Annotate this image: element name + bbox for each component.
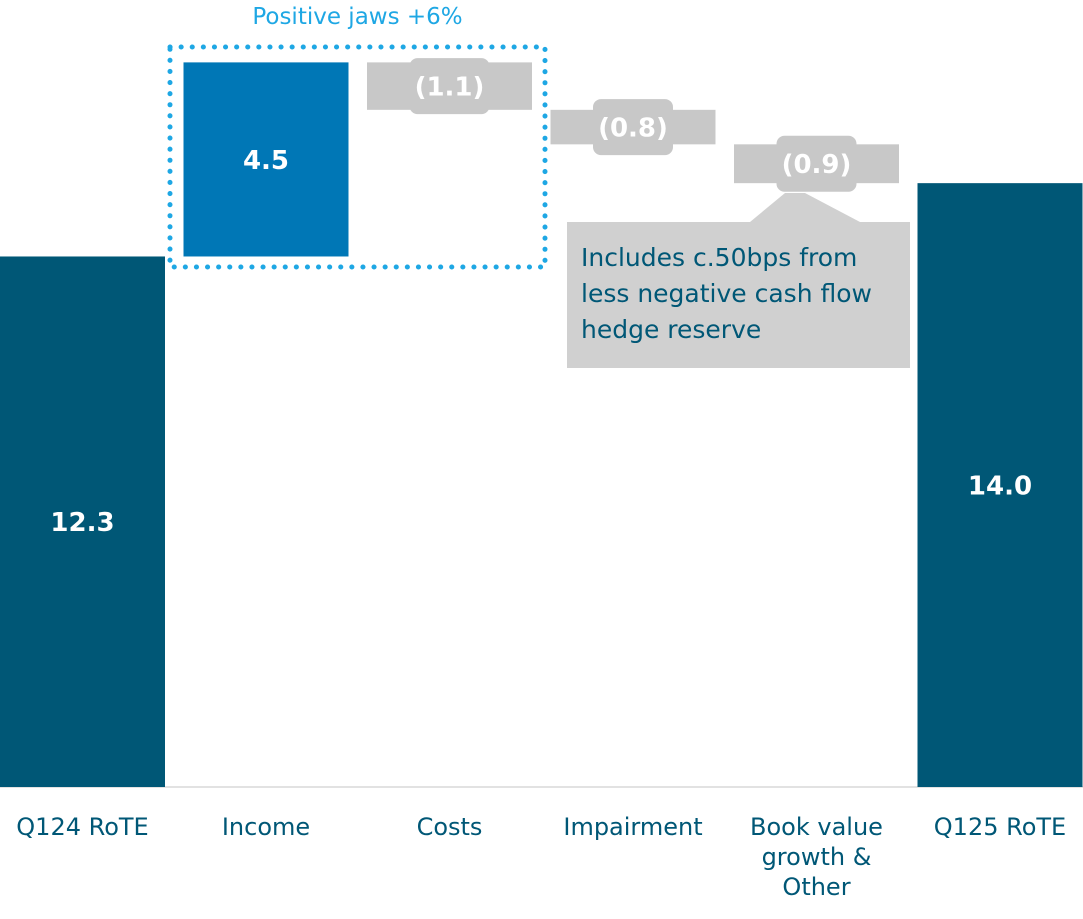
jaws-box [167,44,548,270]
x-tick-label: Impairment [563,813,703,841]
label-tab [409,58,490,115]
x-tick-label: Q125 RoTE [933,813,1067,841]
value-label: 12.3 [50,508,114,538]
bar [183,62,349,257]
bar [0,256,165,787]
label-tab [593,99,673,156]
value-label: (0.9) [782,150,852,180]
x-tick-label: Income [221,813,311,841]
label-tab [776,135,857,192]
value-label: 4.5 [243,146,289,176]
callout-pointer [750,193,860,222]
x-tick-label: Q124 RoTE [16,813,149,841]
value-label: (1.1) [415,73,485,103]
callout: Includes c.50bps from less negative cash… [567,222,910,368]
value-label: 14.0 [968,472,1032,502]
x-tick-label: Book value growth & Other [750,813,883,901]
bar [917,183,1083,788]
value-label: (0.8) [598,114,668,144]
x-tick-label: Costs [416,813,483,841]
annotation: Positive jaws +6% [252,4,463,30]
